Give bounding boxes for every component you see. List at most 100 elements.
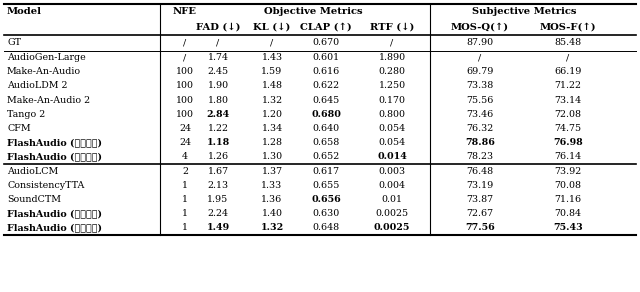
Text: 76.98: 76.98 xyxy=(553,138,583,147)
Text: 74.75: 74.75 xyxy=(554,124,582,133)
Text: 1.48: 1.48 xyxy=(262,81,282,91)
Text: 1.90: 1.90 xyxy=(207,81,228,91)
Text: 2.84: 2.84 xyxy=(206,110,230,119)
Text: 73.46: 73.46 xyxy=(467,110,493,119)
Text: Objective Metrics: Objective Metrics xyxy=(264,8,362,17)
Text: 87.90: 87.90 xyxy=(467,38,493,47)
Text: 2.45: 2.45 xyxy=(207,67,228,76)
Text: 73.38: 73.38 xyxy=(467,81,493,91)
Text: 73.14: 73.14 xyxy=(554,96,582,105)
Text: 0.054: 0.054 xyxy=(378,138,406,147)
Text: /: / xyxy=(184,53,187,62)
Text: 0.0025: 0.0025 xyxy=(376,209,408,218)
Text: RTF (↓): RTF (↓) xyxy=(370,23,414,32)
Text: 2.13: 2.13 xyxy=(207,181,228,190)
Text: 71.16: 71.16 xyxy=(554,195,582,204)
Text: 66.19: 66.19 xyxy=(554,67,582,76)
Text: 0.640: 0.640 xyxy=(312,124,340,133)
Text: 100: 100 xyxy=(176,81,194,91)
Text: KL (↓): KL (↓) xyxy=(253,23,291,32)
Text: 1.59: 1.59 xyxy=(261,67,283,76)
Text: 100: 100 xyxy=(176,67,194,76)
Text: Make-An-Audio: Make-An-Audio xyxy=(7,67,81,76)
Text: 0.170: 0.170 xyxy=(378,96,406,105)
Text: 0.656: 0.656 xyxy=(311,195,341,204)
Text: 2.24: 2.24 xyxy=(207,209,228,218)
Text: 1.33: 1.33 xyxy=(261,181,283,190)
Text: 0.004: 0.004 xyxy=(378,181,406,190)
Text: 76.48: 76.48 xyxy=(467,167,493,176)
Text: SoundCTM: SoundCTM xyxy=(7,195,61,204)
Text: MOS-Q(↑): MOS-Q(↑) xyxy=(451,23,509,32)
Text: 1.40: 1.40 xyxy=(262,209,282,218)
Text: ConsistencyTTA: ConsistencyTTA xyxy=(7,181,84,190)
Text: 69.79: 69.79 xyxy=(467,67,493,76)
Text: 1.890: 1.890 xyxy=(378,53,406,62)
Text: 0.622: 0.622 xyxy=(312,81,340,91)
Text: 1.36: 1.36 xyxy=(261,195,283,204)
Text: /: / xyxy=(184,38,187,47)
Text: 0.054: 0.054 xyxy=(378,124,406,133)
Text: 1: 1 xyxy=(182,195,188,204)
Text: 0.800: 0.800 xyxy=(378,110,406,119)
Text: /: / xyxy=(216,38,220,47)
Text: 1.49: 1.49 xyxy=(207,223,230,232)
Text: 75.43: 75.43 xyxy=(553,223,583,232)
Text: 0.601: 0.601 xyxy=(312,53,340,62)
Text: /: / xyxy=(390,38,394,47)
Text: 78.23: 78.23 xyxy=(467,152,493,161)
Text: 0.648: 0.648 xyxy=(312,223,340,232)
Text: 0.645: 0.645 xyxy=(312,96,340,105)
Text: FlashAudio (ℜ✓𝒟✗): FlashAudio (ℜ✓𝒟✗) xyxy=(7,152,102,161)
Text: 71.22: 71.22 xyxy=(554,81,582,91)
Text: AudioLDM 2: AudioLDM 2 xyxy=(7,81,67,91)
Text: AudioGen-Large: AudioGen-Large xyxy=(7,53,86,62)
Text: 1.32: 1.32 xyxy=(260,223,284,232)
Text: 4: 4 xyxy=(182,152,188,161)
Text: 73.19: 73.19 xyxy=(467,181,493,190)
Text: /: / xyxy=(478,53,482,62)
Text: 0.658: 0.658 xyxy=(312,138,340,147)
Text: 70.84: 70.84 xyxy=(554,209,582,218)
Text: NFE: NFE xyxy=(173,8,197,17)
Text: 1: 1 xyxy=(182,181,188,190)
Text: 70.08: 70.08 xyxy=(554,181,582,190)
Text: CLAP (↑): CLAP (↑) xyxy=(300,23,352,32)
Text: 0.616: 0.616 xyxy=(312,67,340,76)
Text: 1: 1 xyxy=(182,223,188,232)
Text: 0.01: 0.01 xyxy=(381,195,403,204)
Text: 76.32: 76.32 xyxy=(467,124,493,133)
Text: AudioLCM: AudioLCM xyxy=(7,167,58,176)
Text: 76.14: 76.14 xyxy=(554,152,582,161)
Text: 1.250: 1.250 xyxy=(378,81,406,91)
Text: FlashAudio (ℜ✓𝒟✗): FlashAudio (ℜ✓𝒟✗) xyxy=(7,138,102,147)
Text: 85.48: 85.48 xyxy=(554,38,582,47)
Text: 1.74: 1.74 xyxy=(207,53,228,62)
Text: 73.87: 73.87 xyxy=(467,195,493,204)
Text: 1.26: 1.26 xyxy=(207,152,228,161)
Text: 78.86: 78.86 xyxy=(465,138,495,147)
Text: 24: 24 xyxy=(179,124,191,133)
Text: 0.014: 0.014 xyxy=(377,152,407,161)
Text: 1.18: 1.18 xyxy=(206,138,230,147)
Text: 72.08: 72.08 xyxy=(554,110,582,119)
Text: 72.67: 72.67 xyxy=(467,209,493,218)
Text: 1.20: 1.20 xyxy=(262,110,282,119)
Text: Subjective Metrics: Subjective Metrics xyxy=(472,8,576,17)
Text: Model: Model xyxy=(7,8,42,17)
Text: 1.80: 1.80 xyxy=(207,96,228,105)
Text: 0.630: 0.630 xyxy=(312,209,340,218)
Text: 100: 100 xyxy=(176,96,194,105)
Text: 0.0025: 0.0025 xyxy=(374,223,410,232)
Text: 100: 100 xyxy=(176,110,194,119)
Text: 1.95: 1.95 xyxy=(207,195,228,204)
Text: 1.28: 1.28 xyxy=(262,138,282,147)
Text: FAD (↓): FAD (↓) xyxy=(196,23,240,32)
Text: Make-An-Audio 2: Make-An-Audio 2 xyxy=(7,96,90,105)
Text: 1.67: 1.67 xyxy=(207,167,228,176)
Text: MOS-F(↑): MOS-F(↑) xyxy=(540,23,596,32)
Text: FlashAudio (ℜ✓𝒟✓): FlashAudio (ℜ✓𝒟✓) xyxy=(7,223,102,232)
Text: 0.280: 0.280 xyxy=(378,67,406,76)
Text: 24: 24 xyxy=(179,138,191,147)
Text: /: / xyxy=(566,53,570,62)
